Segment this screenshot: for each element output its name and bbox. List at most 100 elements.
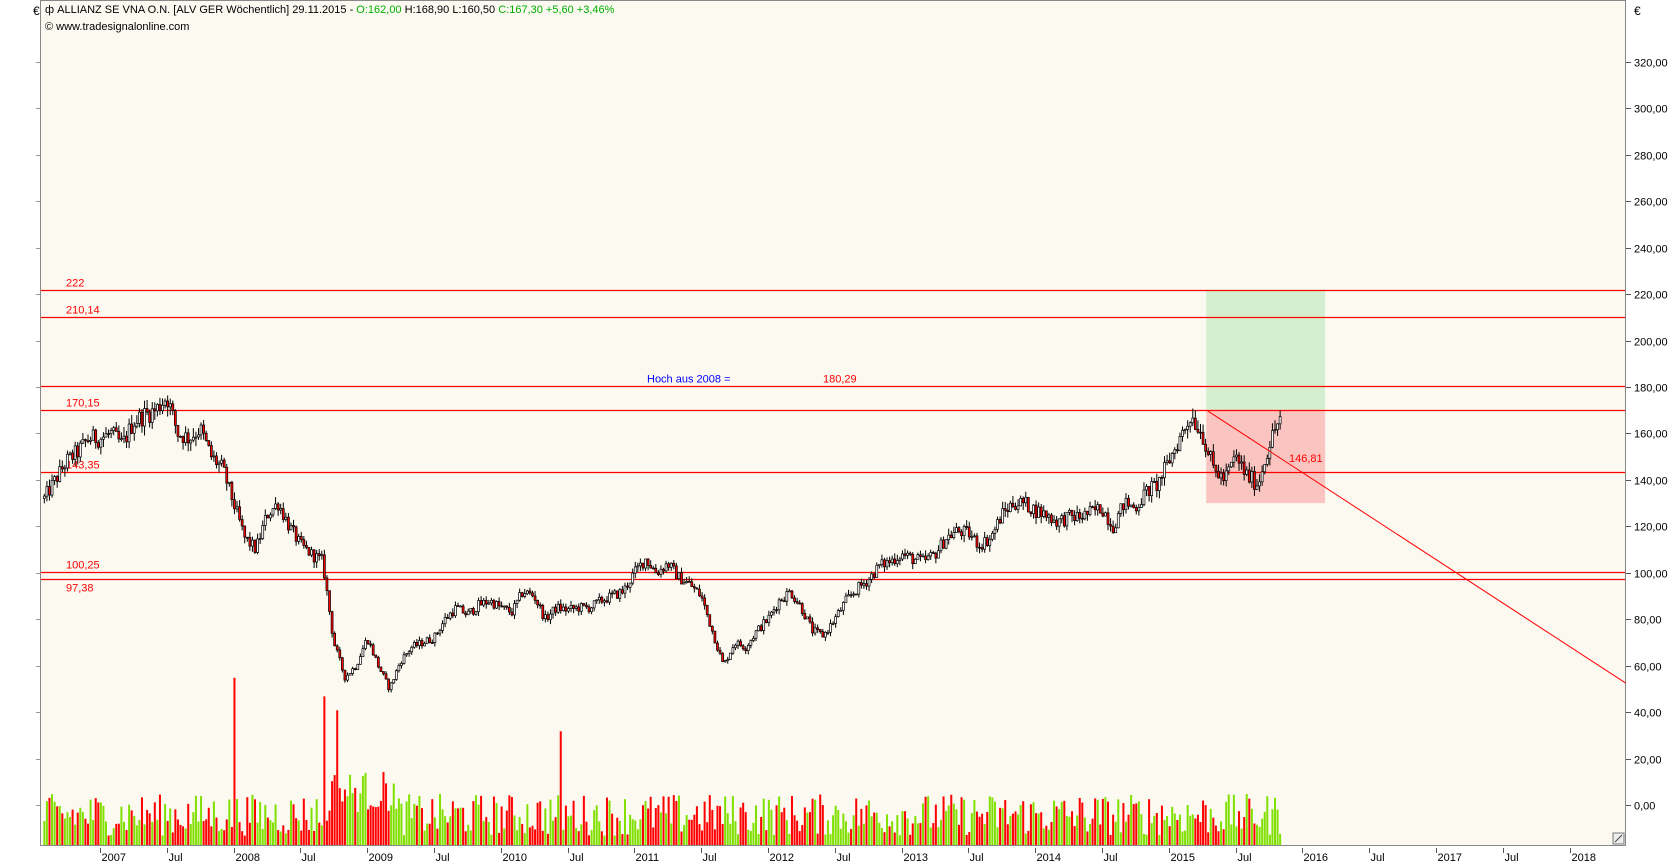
volume-bar — [107, 835, 110, 845]
y-tick-label: 80,00 — [1634, 615, 1662, 627]
volume-bar — [613, 835, 616, 845]
candle-body — [1062, 515, 1066, 527]
volume-bar — [528, 827, 531, 845]
volume-bar — [1035, 813, 1038, 845]
volume-bar — [765, 830, 768, 845]
candle-body — [829, 623, 832, 633]
volume-bar — [71, 809, 74, 845]
candle-body — [703, 597, 706, 606]
y-tick-label: 20,00 — [1634, 755, 1662, 767]
volume-bar — [716, 805, 719, 845]
candle-body — [687, 580, 691, 583]
candle-body — [1245, 469, 1249, 475]
candle-body — [1127, 497, 1130, 507]
x-tick-label: 2015 — [1171, 852, 1195, 864]
volume-bar — [1225, 801, 1228, 845]
volume-bar — [803, 807, 806, 845]
candle-body — [1003, 508, 1007, 511]
candle-body — [1014, 506, 1017, 510]
candle-body — [757, 625, 760, 632]
y-tick-label: 320,00 — [1634, 58, 1668, 70]
x-tick-label: 2017 — [1438, 852, 1462, 864]
volume-bar — [400, 803, 403, 845]
candle-body — [1019, 497, 1022, 507]
candle-body — [556, 603, 560, 613]
volume-bar — [536, 802, 539, 845]
candle-body — [1173, 449, 1177, 454]
volume-bar — [880, 827, 883, 845]
volume-bar — [767, 799, 770, 845]
candle-body — [99, 438, 103, 448]
volume-bar — [87, 823, 90, 845]
candle-body — [695, 587, 699, 590]
candle-body — [536, 599, 539, 606]
candle-body — [1265, 458, 1269, 465]
volume-bar — [1027, 830, 1030, 845]
volume-bar — [415, 805, 418, 845]
candle-body — [135, 423, 139, 427]
source-url[interactable]: www.tradesignalonline.com — [56, 21, 190, 33]
candle-body — [1176, 449, 1179, 452]
candle-body — [818, 629, 822, 632]
candle-body — [657, 572, 660, 575]
candle-body — [767, 614, 771, 623]
volume-bar — [916, 823, 919, 845]
volume-bar — [572, 800, 575, 845]
volume-bar — [228, 799, 231, 845]
y-tick-label: 220,00 — [1634, 290, 1668, 302]
volume-bar — [737, 834, 740, 845]
x-tick-label: Jul — [1238, 852, 1252, 864]
volume-bar — [97, 802, 100, 845]
resize-handle-icon[interactable] — [1612, 832, 1625, 845]
volume-bar — [582, 795, 585, 845]
candle-body — [294, 526, 298, 542]
horizontal-line-label: 97,38 — [66, 583, 94, 595]
volume-bar — [99, 802, 102, 845]
candle-body — [78, 442, 82, 458]
y-tick-label: 140,00 — [1634, 476, 1668, 488]
candle-body — [631, 572, 635, 584]
candle-body — [86, 440, 90, 443]
volume-bar — [241, 831, 244, 845]
candle-body — [102, 436, 105, 440]
candle-body — [1137, 507, 1141, 512]
volume-bar — [277, 830, 280, 845]
candle-body — [626, 585, 629, 588]
y-tick-label: 300,00 — [1634, 104, 1668, 116]
candle-body — [384, 673, 388, 680]
volume-bar — [130, 810, 133, 845]
candle-body — [543, 614, 547, 619]
candle-body — [174, 410, 177, 426]
volume-bar — [1245, 794, 1248, 845]
candle-body — [996, 519, 999, 530]
candle-body — [168, 403, 172, 408]
volume-bar — [588, 835, 591, 845]
volume-bar — [975, 811, 978, 845]
volume-bar — [1266, 796, 1269, 845]
candle-body — [998, 519, 1002, 524]
volume-bar — [1017, 814, 1020, 845]
candle-body — [728, 652, 732, 660]
volume-bar — [338, 788, 341, 845]
candle-body — [387, 678, 390, 691]
candle-body — [913, 558, 917, 565]
candle-body — [885, 560, 889, 568]
volume-bar — [343, 789, 346, 845]
candle-body — [479, 600, 483, 606]
volume-bar — [1271, 809, 1274, 845]
volume-bar — [1178, 814, 1181, 845]
volume-bar — [1227, 794, 1230, 845]
volume-bar — [683, 825, 686, 845]
candle-body — [410, 646, 414, 653]
volume-bar — [957, 824, 960, 845]
volume-bar — [84, 818, 87, 845]
candle-body — [1258, 481, 1261, 487]
candle-body — [317, 553, 321, 556]
volume-bar — [369, 805, 372, 845]
volume-bar — [557, 795, 560, 845]
candle-body — [220, 459, 223, 464]
volume-bar — [318, 822, 321, 845]
candle-body — [962, 526, 966, 537]
volume-bar — [223, 830, 226, 845]
x-tick-label: Jul — [837, 852, 851, 864]
